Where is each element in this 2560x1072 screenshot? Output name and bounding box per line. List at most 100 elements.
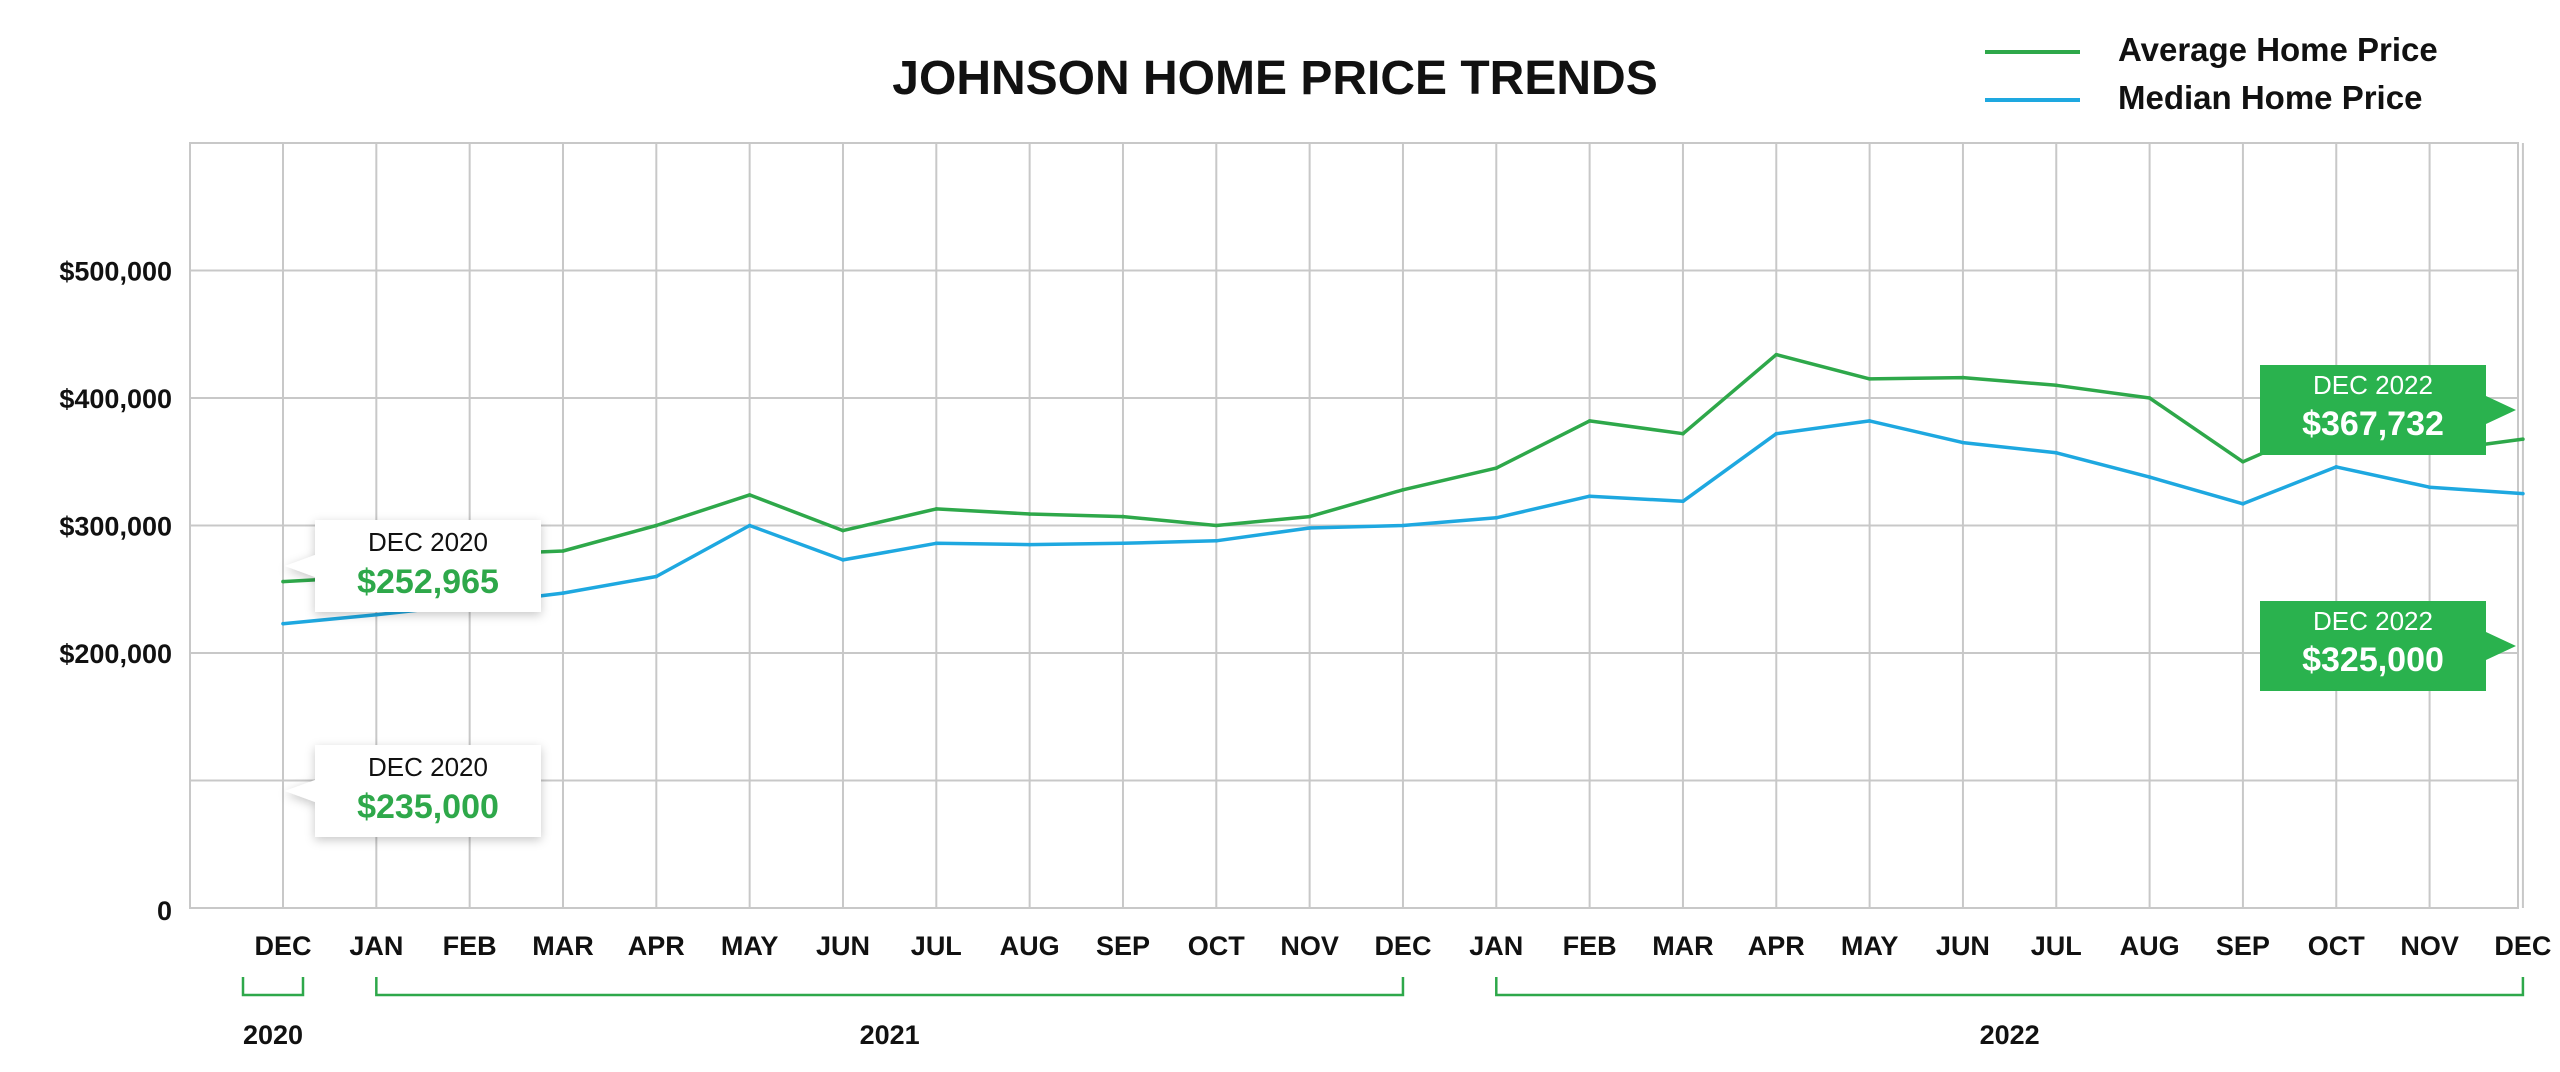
year-bracket — [241, 977, 305, 997]
data-point — [1027, 542, 1032, 547]
data-point — [1401, 488, 1405, 492]
x-tick-label: APR — [1748, 931, 1805, 961]
x-tick-label: AUG — [2120, 931, 2180, 961]
data-point — [2147, 475, 2152, 479]
data-point — [2054, 451, 2059, 455]
data-point — [1961, 375, 1965, 380]
data-point — [1121, 514, 1125, 519]
data-point — [1494, 466, 1499, 470]
x-tick-label: FEB — [443, 931, 497, 961]
callout-avg-end: DEC 2022 $367,732 — [2260, 365, 2516, 455]
data-point — [654, 523, 659, 528]
data-point — [1961, 440, 1965, 445]
callout-avg-start: DEC 2020 $252,965 — [285, 520, 541, 612]
axes: 0 $200,000 $300,000 $400,000 $500,000 DEC JAN F… — [59, 257, 2551, 1051]
data-point — [2241, 502, 2245, 506]
y-tick-label: $400,000 — [59, 384, 172, 414]
y-tick-label: $500,000 — [59, 257, 172, 287]
callout-value: $252,965 — [357, 563, 499, 601]
x-tick-label: MAY — [1841, 931, 1899, 961]
data-point — [1307, 526, 1312, 530]
data-point — [2147, 396, 2152, 400]
year-bracket — [375, 977, 1405, 997]
callout-box — [285, 520, 541, 612]
data-point — [2334, 465, 2339, 469]
data-point — [1774, 352, 1779, 357]
data-point — [1214, 539, 1219, 543]
data-point — [654, 574, 659, 579]
callout-date: DEC 2020 — [368, 527, 488, 557]
data-point — [934, 507, 939, 511]
data-point — [561, 549, 565, 553]
data-point — [1494, 516, 1499, 520]
data-point — [841, 528, 845, 533]
x-tick-label: MAR — [1652, 931, 1714, 961]
data-point — [747, 523, 752, 528]
x-tick-label: JUN — [816, 931, 870, 961]
annotations: DEC 2020 $252,965 DEC 2020 $235,000 DEC 2022… — [285, 365, 2516, 837]
data-point — [1121, 541, 1125, 546]
x-tick-label: DEC — [254, 931, 311, 961]
data-point — [1867, 419, 1872, 423]
data-point — [2427, 485, 2432, 490]
x-tick-label: JUL — [2031, 931, 2082, 961]
x-tick-label: JAN — [349, 931, 403, 961]
x-tick-label: APR — [628, 931, 685, 961]
callout-date: DEC 2020 — [368, 752, 488, 782]
data-point — [281, 621, 285, 626]
data-point — [1401, 523, 1405, 528]
data-point — [1587, 494, 1592, 498]
callout-date: DEC 2022 — [2313, 606, 2433, 636]
x-tick-label: JUN — [1936, 931, 1990, 961]
data-point — [374, 612, 379, 617]
x-tick-label: NOV — [1280, 931, 1339, 961]
x-tick-label: OCT — [1188, 931, 1246, 961]
x-tick-label: JUL — [911, 931, 962, 961]
data-point — [2521, 491, 2525, 496]
x-tick-label: DEC — [1374, 931, 1431, 961]
x-tick-label: DEC — [2494, 931, 2551, 961]
x-tick-label: NOV — [2400, 931, 2459, 961]
year-label: 2022 — [1980, 1020, 2040, 1050]
callout-date: DEC 2022 — [2313, 370, 2433, 400]
y-tick-label: 0 — [157, 896, 172, 926]
x-tick-label: OCT — [2308, 931, 2366, 961]
y-tick-label: $200,000 — [59, 639, 172, 669]
year-label: 2021 — [860, 1020, 920, 1050]
data-point — [2521, 437, 2525, 441]
year-bracket — [1495, 977, 2525, 997]
data-point — [281, 579, 285, 584]
x-tick-label: SEP — [1096, 931, 1150, 961]
legend-label: Average Home Price — [2118, 31, 2438, 68]
data-point — [561, 591, 565, 595]
chart-title: JOHNSON HOME PRICE TRENDS — [892, 52, 1657, 105]
grid — [189, 142, 2524, 909]
callout-value: $325,000 — [2302, 641, 2444, 679]
callout-med-end: DEC 2022 $325,000 — [2260, 601, 2516, 691]
data-point — [2241, 459, 2245, 464]
y-tick-label: $300,000 — [59, 512, 172, 542]
data-point — [841, 558, 845, 562]
legend: Average Home Price Median Home Price — [1985, 31, 2438, 116]
x-tick-label: JAN — [1469, 931, 1523, 961]
data-point — [747, 493, 752, 497]
data-point — [1681, 499, 1685, 504]
data-point — [1867, 377, 1872, 381]
x-tick-label: FEB — [1563, 931, 1617, 961]
callout-med-start: DEC 2020 $235,000 — [285, 745, 541, 837]
data-point — [1214, 523, 1219, 528]
data-point — [1681, 431, 1685, 436]
callout-box — [2260, 365, 2516, 455]
data-point — [934, 541, 939, 546]
data-point — [2054, 383, 2059, 388]
year-label: 2020 — [243, 1020, 303, 1050]
x-tick-label: MAR — [532, 931, 594, 961]
callout-value: $367,732 — [2302, 405, 2444, 443]
callout-box — [285, 745, 541, 837]
data-point — [1774, 431, 1779, 436]
data-point — [1587, 419, 1592, 423]
legend-label: Median Home Price — [2118, 79, 2422, 116]
data-point — [1027, 512, 1032, 516]
